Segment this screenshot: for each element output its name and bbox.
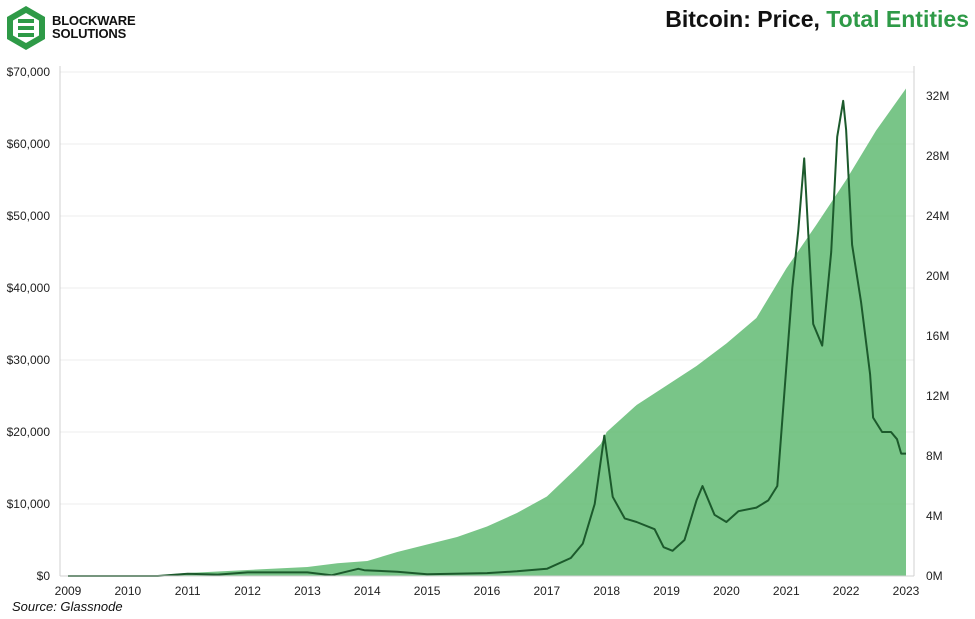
right-tick-label: 4M — [926, 509, 943, 523]
title-entities: Total Entities — [826, 6, 969, 32]
x-tick-label: 2022 — [833, 584, 860, 598]
x-tick-label: 2015 — [414, 584, 441, 598]
right-axis-ticks: 0M 4M 8M 12M 16M 20M 24M 28M 32M — [926, 89, 949, 583]
price-line — [68, 99, 906, 577]
right-tick-label: 20M — [926, 269, 949, 283]
x-tick-label: 2011 — [175, 584, 201, 598]
left-tick-label: $20,000 — [7, 425, 51, 439]
x-tick-label: 2018 — [593, 584, 620, 598]
brand-line-2: SOLUTIONS — [52, 26, 127, 41]
x-tick-label: 2019 — [653, 584, 680, 598]
left-tick-label: $60,000 — [7, 137, 51, 151]
x-tick-label: 2012 — [234, 584, 261, 598]
x-tick-label: 2017 — [534, 584, 561, 598]
x-tick-label: 2014 — [354, 584, 381, 598]
left-tick-label: $10,000 — [7, 497, 51, 511]
right-tick-label: 16M — [926, 329, 949, 343]
x-tick-label: 2009 — [55, 584, 82, 598]
x-tick-label: 2023 — [893, 584, 920, 598]
x-tick-label: 2021 — [773, 584, 800, 598]
x-tick-label: 2020 — [713, 584, 740, 598]
blockware-logo: BLOCKWARE SOLUTIONS — [4, 4, 174, 52]
entities-area-layer — [68, 88, 906, 576]
right-tick-label: 24M — [926, 209, 949, 223]
right-tick-label: 8M — [926, 449, 943, 463]
left-tick-label: $0 — [37, 569, 51, 583]
source-note: Source: Glassnode — [12, 599, 123, 614]
right-tick-label: 28M — [926, 149, 949, 163]
logo-mark-icon — [7, 6, 45, 50]
x-tick-label: 2013 — [294, 584, 321, 598]
left-tick-label: $50,000 — [7, 209, 51, 223]
left-axis-ticks: $0 $10,000 $20,000 $30,000 $40,000 $50,000 $60… — [7, 65, 51, 583]
brand-line-1: BLOCKWARE — [52, 13, 136, 28]
title-price: Bitcoin: Price, — [665, 6, 827, 32]
x-tick-label: 2010 — [115, 584, 142, 598]
right-tick-label: 32M — [926, 89, 949, 103]
right-tick-label: 0M — [926, 569, 943, 583]
left-tick-label: $40,000 — [7, 281, 51, 295]
left-tick-label: $70,000 — [7, 65, 51, 79]
axes — [59, 66, 915, 577]
entities-area — [68, 88, 906, 576]
x-axis-ticks: 2009 2010 2011 2012 2013 2014 2015 2016 2017 2018… — [55, 584, 920, 598]
right-tick-label: 12M — [926, 389, 949, 403]
left-tick-label: $30,000 — [7, 353, 51, 367]
x-tick-label: 2016 — [474, 584, 501, 598]
price-line-layer — [68, 99, 906, 577]
chart-title: Bitcoin: Price, Total Entities — [665, 6, 969, 33]
